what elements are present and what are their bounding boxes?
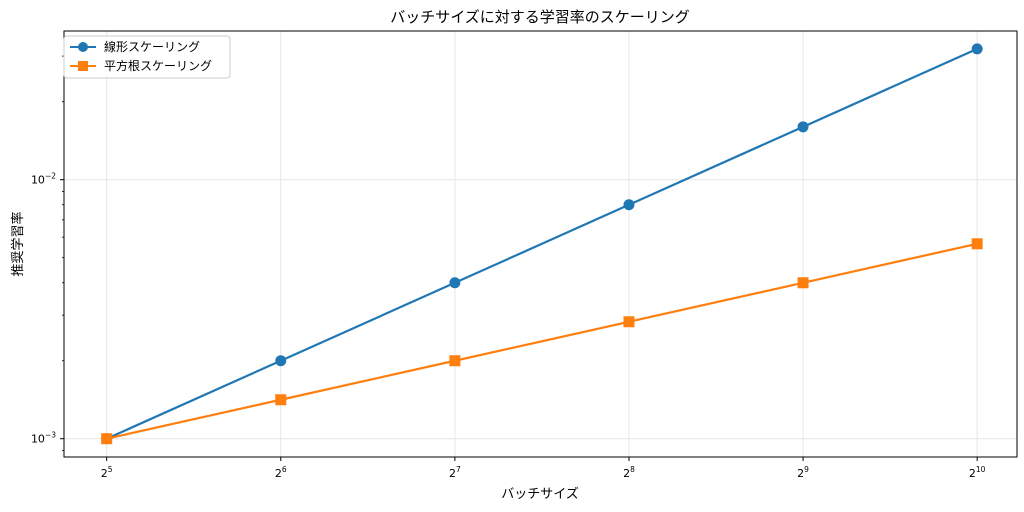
x-tick-label: 27 bbox=[449, 465, 461, 480]
x-tick-label: 25 bbox=[101, 465, 113, 480]
x-ticks: 25 26 27 28 29 210 bbox=[101, 457, 986, 480]
legend-marker-linear bbox=[78, 42, 88, 52]
series-line-2 bbox=[106, 242, 978, 440]
series-2-point bbox=[449, 355, 461, 367]
series-1-point bbox=[971, 43, 983, 55]
y-ticks: 10−3 10−2 bbox=[31, 55, 64, 451]
legend: 線形スケーリング 平方根スケーリング bbox=[63, 35, 231, 79]
plot-area-frame bbox=[63, 30, 1018, 458]
series-1-point bbox=[449, 277, 461, 289]
x-tick-label: 28 bbox=[623, 465, 635, 480]
legend-label-linear: 線形スケーリング bbox=[104, 39, 200, 54]
x-tick-label: 26 bbox=[275, 465, 287, 480]
x-axis-label: バッチサイズ bbox=[501, 486, 579, 502]
series-1-point bbox=[623, 199, 635, 211]
series-layer bbox=[101, 43, 983, 445]
legend-label-sqrt: 平方根スケーリング bbox=[104, 58, 212, 73]
series-2-point bbox=[101, 433, 113, 445]
series-2-point bbox=[623, 316, 635, 328]
series-1-point bbox=[275, 355, 287, 367]
x-tick-label: 29 bbox=[797, 465, 809, 480]
x-tick-label: 210 bbox=[969, 465, 986, 480]
y-tick-label: 10−2 bbox=[31, 172, 56, 187]
legend-frame bbox=[63, 35, 231, 79]
series-2-point bbox=[797, 277, 809, 289]
series-2-point bbox=[971, 238, 983, 250]
legend-marker-sqrt bbox=[78, 61, 88, 71]
y-tick-label: 10−3 bbox=[31, 431, 56, 446]
chart-title: バッチサイズに対する学習率のスケーリング bbox=[390, 8, 690, 26]
series-1-point bbox=[797, 121, 809, 133]
series-line-1 bbox=[106, 47, 978, 440]
y-axis-label: 推奨学習率 bbox=[10, 211, 26, 276]
series-2-point bbox=[275, 394, 287, 406]
